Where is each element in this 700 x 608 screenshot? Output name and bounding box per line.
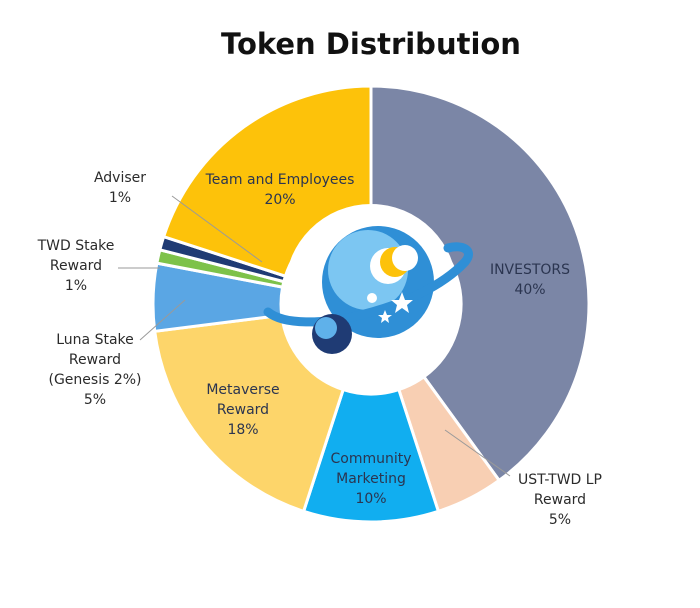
label-luna-genesis: (Genesis 2%)	[48, 372, 141, 388]
label-investors-name: INVESTORS	[490, 262, 570, 278]
label-twd-stake-sub: Reward	[50, 258, 102, 274]
label-adviser-name: Adviser	[94, 170, 146, 186]
label-team-value: 20%	[264, 192, 295, 208]
chart-title: Token Distribution	[221, 27, 521, 61]
label-team-name: Team and Employees	[205, 172, 355, 188]
leader-line-ust-twd	[444, 429, 511, 477]
label-luna-name: Luna Stake	[56, 332, 134, 348]
outside-labels: Adviser 1% TWD Stake Reward 1% Luna Stak…	[37, 170, 602, 528]
planet-logo-icon	[263, 204, 473, 376]
label-investors-value: 40%	[514, 282, 545, 298]
donut-slices	[151, 84, 591, 524]
leader-line-adviser	[171, 195, 263, 263]
label-community-value: 10%	[355, 491, 386, 507]
label-ust-twd-value: 5%	[549, 512, 571, 528]
label-ust-twd-sub: Reward	[534, 492, 586, 508]
label-ust-twd-name: UST-TWD LP	[518, 472, 602, 488]
label-metaverse-name: Metaverse	[206, 382, 279, 398]
label-adviser-value: 1%	[109, 190, 131, 206]
leader-lines	[118, 195, 511, 477]
label-community-sub: Marketing	[336, 471, 406, 487]
label-luna-value: 5%	[84, 392, 106, 408]
label-metaverse-value: 18%	[227, 422, 258, 438]
label-twd-stake-value: 1%	[65, 278, 87, 294]
label-metaverse-sub: Reward	[217, 402, 269, 418]
label-twd-stake-name: TWD Stake	[37, 238, 115, 254]
inside-labels: INVESTORS 40% Team and Employees 20% Met…	[205, 172, 571, 507]
leader-line-luna	[139, 299, 186, 341]
slice-metaverse-reward	[153, 313, 346, 514]
label-luna-sub: Reward	[69, 352, 121, 368]
label-community-name: Community	[330, 451, 411, 467]
